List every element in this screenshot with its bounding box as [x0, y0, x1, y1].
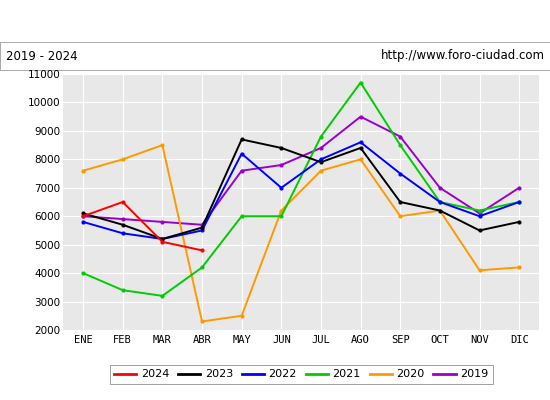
Legend: 2024, 2023, 2022, 2021, 2020, 2019: 2024, 2023, 2022, 2021, 2020, 2019 — [109, 365, 493, 384]
Text: Evolucion Nº Turistas Nacionales en el municipio de Los Barrios: Evolucion Nº Turistas Nacionales en el m… — [43, 14, 507, 28]
Text: http://www.foro-ciudad.com: http://www.foro-ciudad.com — [381, 50, 544, 62]
Text: 2019 - 2024: 2019 - 2024 — [6, 50, 77, 62]
